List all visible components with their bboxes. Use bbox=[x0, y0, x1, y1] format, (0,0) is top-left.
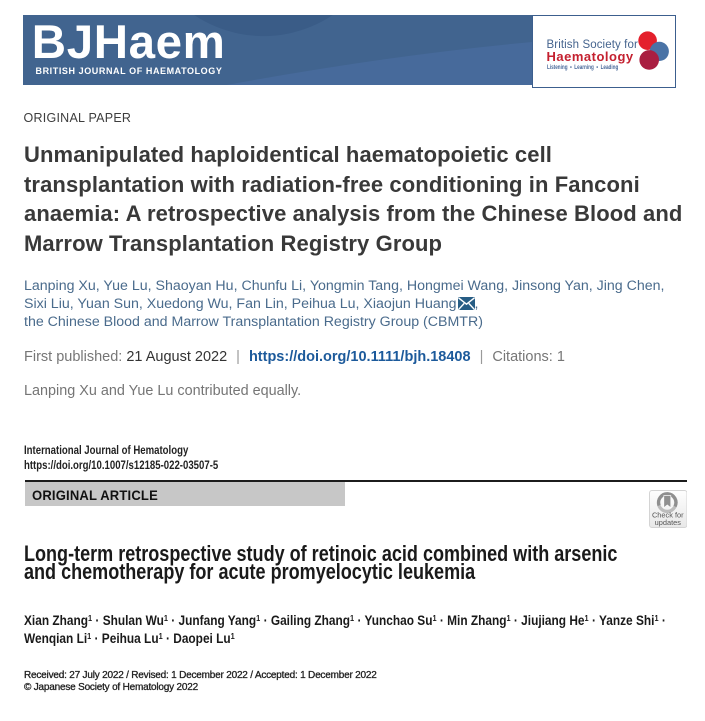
svg-text:Check for: Check for bbox=[651, 510, 683, 519]
svg-text:updates: updates bbox=[654, 518, 681, 527]
